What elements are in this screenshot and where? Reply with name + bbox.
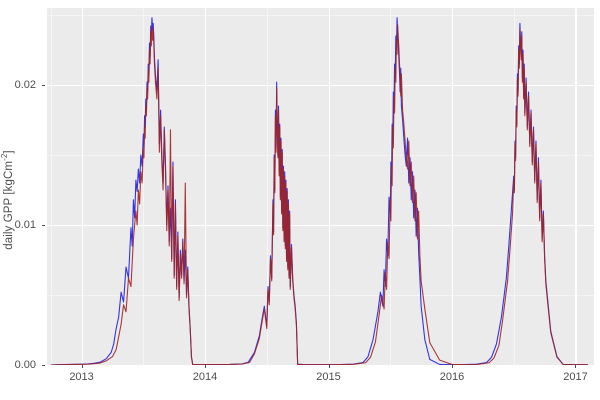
grid-major-vertical <box>205 8 207 365</box>
x-axis-tick-mark <box>81 365 83 368</box>
grid-minor-vertical <box>50 8 52 365</box>
grid-major-vertical <box>575 8 577 365</box>
x-axis-tick-label: 2016 <box>439 371 465 383</box>
grid-minor-vertical <box>266 8 268 365</box>
x-axis-tick-label: 2017 <box>563 371 588 383</box>
y-axis-title-text: daily GPP [kgCm-2] <box>0 150 15 250</box>
y-axis-tick-mark <box>42 225 45 226</box>
series-line-model-blue <box>50 17 588 365</box>
y-axis-tick-mark <box>42 85 45 86</box>
series-line-observed-red <box>50 24 588 365</box>
x-axis-tick-mark <box>205 365 207 368</box>
x-axis-tick-label: 2013 <box>69 371 94 383</box>
y-axis-title-superscript: -2 <box>0 153 10 161</box>
grid-major-horizontal <box>47 85 594 87</box>
x-axis-tick-label: 2014 <box>192 371 218 383</box>
y-axis-tick-label: 0.00 <box>14 359 36 371</box>
y-axis-tick-label: 0.02 <box>14 79 36 91</box>
series-layer <box>50 17 588 365</box>
y-axis-tick-label: 0.01 <box>14 219 36 231</box>
grid-major-vertical <box>452 8 454 365</box>
grid-minor-vertical <box>143 8 145 365</box>
grid-minor-horizontal <box>47 295 594 296</box>
x-axis-tick-mark <box>328 365 330 368</box>
x-axis-tick-label: 2015 <box>316 371 341 383</box>
grid-major-vertical <box>81 8 83 365</box>
grid-major-vertical <box>328 8 330 365</box>
y-axis-title: daily GPP [kgCm-2] <box>0 0 18 400</box>
grid-minor-horizontal <box>47 15 594 16</box>
x-axis-tick-mark <box>575 365 577 368</box>
plot-panel <box>47 8 594 365</box>
x-axis-tick-mark <box>452 365 453 368</box>
y-axis-tick-mark <box>42 365 45 366</box>
grid-major-horizontal <box>47 225 594 227</box>
grid-minor-horizontal <box>47 155 594 156</box>
